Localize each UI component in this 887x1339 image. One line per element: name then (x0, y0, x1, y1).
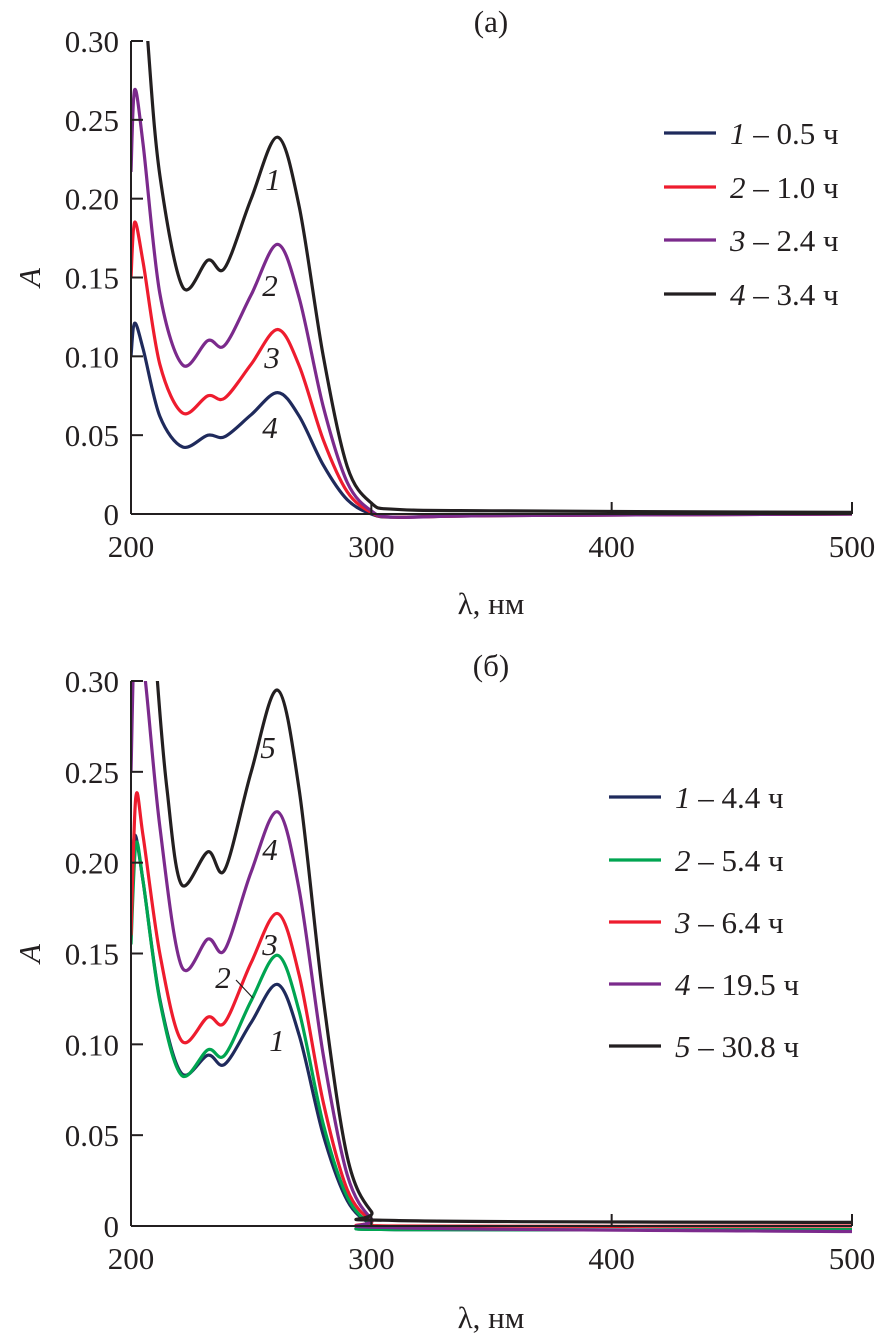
legend-dash: – (691, 905, 722, 940)
legend-time: 3.4 ч (777, 277, 839, 312)
curve-label: 4 (262, 410, 278, 445)
y-tick-label: 0.05 (65, 1118, 119, 1153)
y-tick-label: 0.25 (65, 755, 119, 790)
y-tick-label: 0.30 (65, 24, 119, 59)
panel-title: (а) (474, 4, 508, 39)
legend-number: 4 (730, 277, 746, 312)
legend-label: 3 – 2.4 ч (729, 223, 839, 258)
panel-title: (б) (473, 648, 509, 683)
legend-number: 2 (675, 843, 691, 878)
curve-label: 2 (262, 268, 278, 303)
y-tick-label: 0.25 (65, 103, 119, 138)
series-line-2 (131, 840, 853, 1232)
x-axis-label: λ, нм (458, 586, 525, 621)
x-tick-label: 400 (588, 1241, 635, 1276)
legend-dash: – (746, 223, 777, 258)
legend-time: 19.5 ч (722, 967, 800, 1002)
series-group (131, 41, 853, 519)
legend-item: 1 – 0.5 ч (664, 116, 839, 151)
y-tick-label: 0.30 (65, 664, 119, 699)
legend-time: 6.4 ч (722, 905, 784, 940)
y-tick-label: 0.10 (65, 1027, 119, 1062)
x-tick-label: 300 (348, 529, 395, 564)
legend-dash: – (691, 967, 722, 1002)
legend-time: 4.4 ч (722, 780, 784, 815)
legend-item: 2 – 1.0 ч (664, 170, 839, 205)
legend-number: 1 (730, 116, 746, 151)
x-tick-label: 200 (108, 1241, 155, 1276)
legend-time: 1.0 ч (777, 170, 839, 205)
legend: 1 – 0.5 ч 2 – 1.0 ч 3 – 2.4 ч 4 – 3.4 ч (664, 116, 839, 312)
curve-label-leader (235, 979, 254, 999)
legend: 1 – 4.4 ч 2 – 5.4 ч 3 – 6.4 ч 4 – 19.5 ч 5 –… (609, 780, 799, 1064)
y-tick-label: 0.15 (65, 937, 119, 972)
legend-label: 4 – 19.5 ч (675, 967, 799, 1002)
legend-item: 4 – 19.5 ч (609, 967, 799, 1002)
y-tick-label: 0.20 (65, 846, 119, 881)
series-line-4 (146, 41, 853, 514)
x-tick-label: 500 (829, 529, 876, 564)
x-tick-label: 300 (348, 1241, 395, 1276)
legend-item: 3 – 6.4 ч (609, 905, 784, 940)
legend-time: 30.8 ч (722, 1029, 800, 1064)
legend-number: 2 (730, 170, 746, 205)
curve-label: 2 (215, 960, 231, 995)
legend-label: 2 – 1.0 ч (730, 170, 839, 205)
x-axis-label: λ, нм (458, 1300, 525, 1335)
x-tick-label: 400 (588, 529, 635, 564)
y-tick-label: 0.20 (65, 182, 119, 217)
legend-dash: – (691, 843, 722, 878)
series-line-5 (155, 681, 853, 1224)
legend-dash: – (746, 277, 777, 312)
legend-label: 5 – 30.8 ч (675, 1029, 799, 1064)
legend-number: 5 (675, 1029, 691, 1064)
y-tick-label: 0.15 (65, 261, 119, 296)
curve-label: 3 (261, 927, 278, 962)
legend-number: 1 (675, 780, 691, 815)
legend-dash: – (746, 170, 777, 205)
legend-item: 3 – 2.4 ч (664, 223, 839, 258)
legend-item: 4 – 3.4 ч (664, 277, 839, 312)
series-line-2 (131, 220, 853, 519)
x-tick-label: 200 (108, 529, 155, 564)
legend-number: 3 (674, 905, 691, 940)
legend-label: 1 – 0.5 ч (730, 116, 839, 151)
x-tick-label: 500 (829, 1241, 876, 1276)
plot-panel-1: 200 300 400 500 0 0.05 0.10 0.15 0.20 0.25 0.30 (а)… (12, 4, 876, 621)
legend-dash: – (691, 1029, 722, 1064)
legend-number: 3 (729, 223, 746, 258)
legend-item: 1 – 4.4 ч (609, 780, 784, 815)
curve-label: 1 (269, 1023, 285, 1058)
y-axis-label: A (12, 267, 47, 289)
y-tick-label: 0.05 (65, 418, 119, 453)
plot-panel-2: 200 300 400 500 0 0.05 0.10 0.15 0.20 0.25 0.30 (б)… (12, 648, 876, 1335)
y-axis-label: A (12, 943, 47, 965)
curve-label: 4 (262, 832, 278, 867)
series-line-3 (131, 87, 853, 519)
legend-item: 2 – 5.4 ч (609, 843, 784, 878)
y-tick-label: 0 (104, 1209, 120, 1244)
curve-label: 5 (260, 730, 276, 765)
curve-label: 3 (263, 340, 280, 375)
legend-number: 4 (675, 967, 691, 1002)
curve-label: 1 (265, 162, 281, 197)
series-line-1 (131, 321, 853, 519)
legend-label: 2 – 5.4 ч (675, 843, 784, 878)
legend-label: 1 – 4.4 ч (675, 780, 784, 815)
legend-dash: – (691, 780, 722, 815)
legend-time: 5.4 ч (722, 843, 784, 878)
y-tick-label: 0.10 (65, 339, 119, 374)
legend-dash: – (746, 116, 777, 151)
legend-time: 0.5 ч (777, 116, 839, 151)
legend-label: 3 – 6.4 ч (674, 905, 784, 940)
legend-label: 4 – 3.4 ч (730, 277, 839, 312)
y-tick-label: 0 (104, 497, 120, 532)
legend-time: 2.4 ч (777, 223, 839, 258)
legend-item: 5 – 30.8 ч (609, 1029, 799, 1064)
